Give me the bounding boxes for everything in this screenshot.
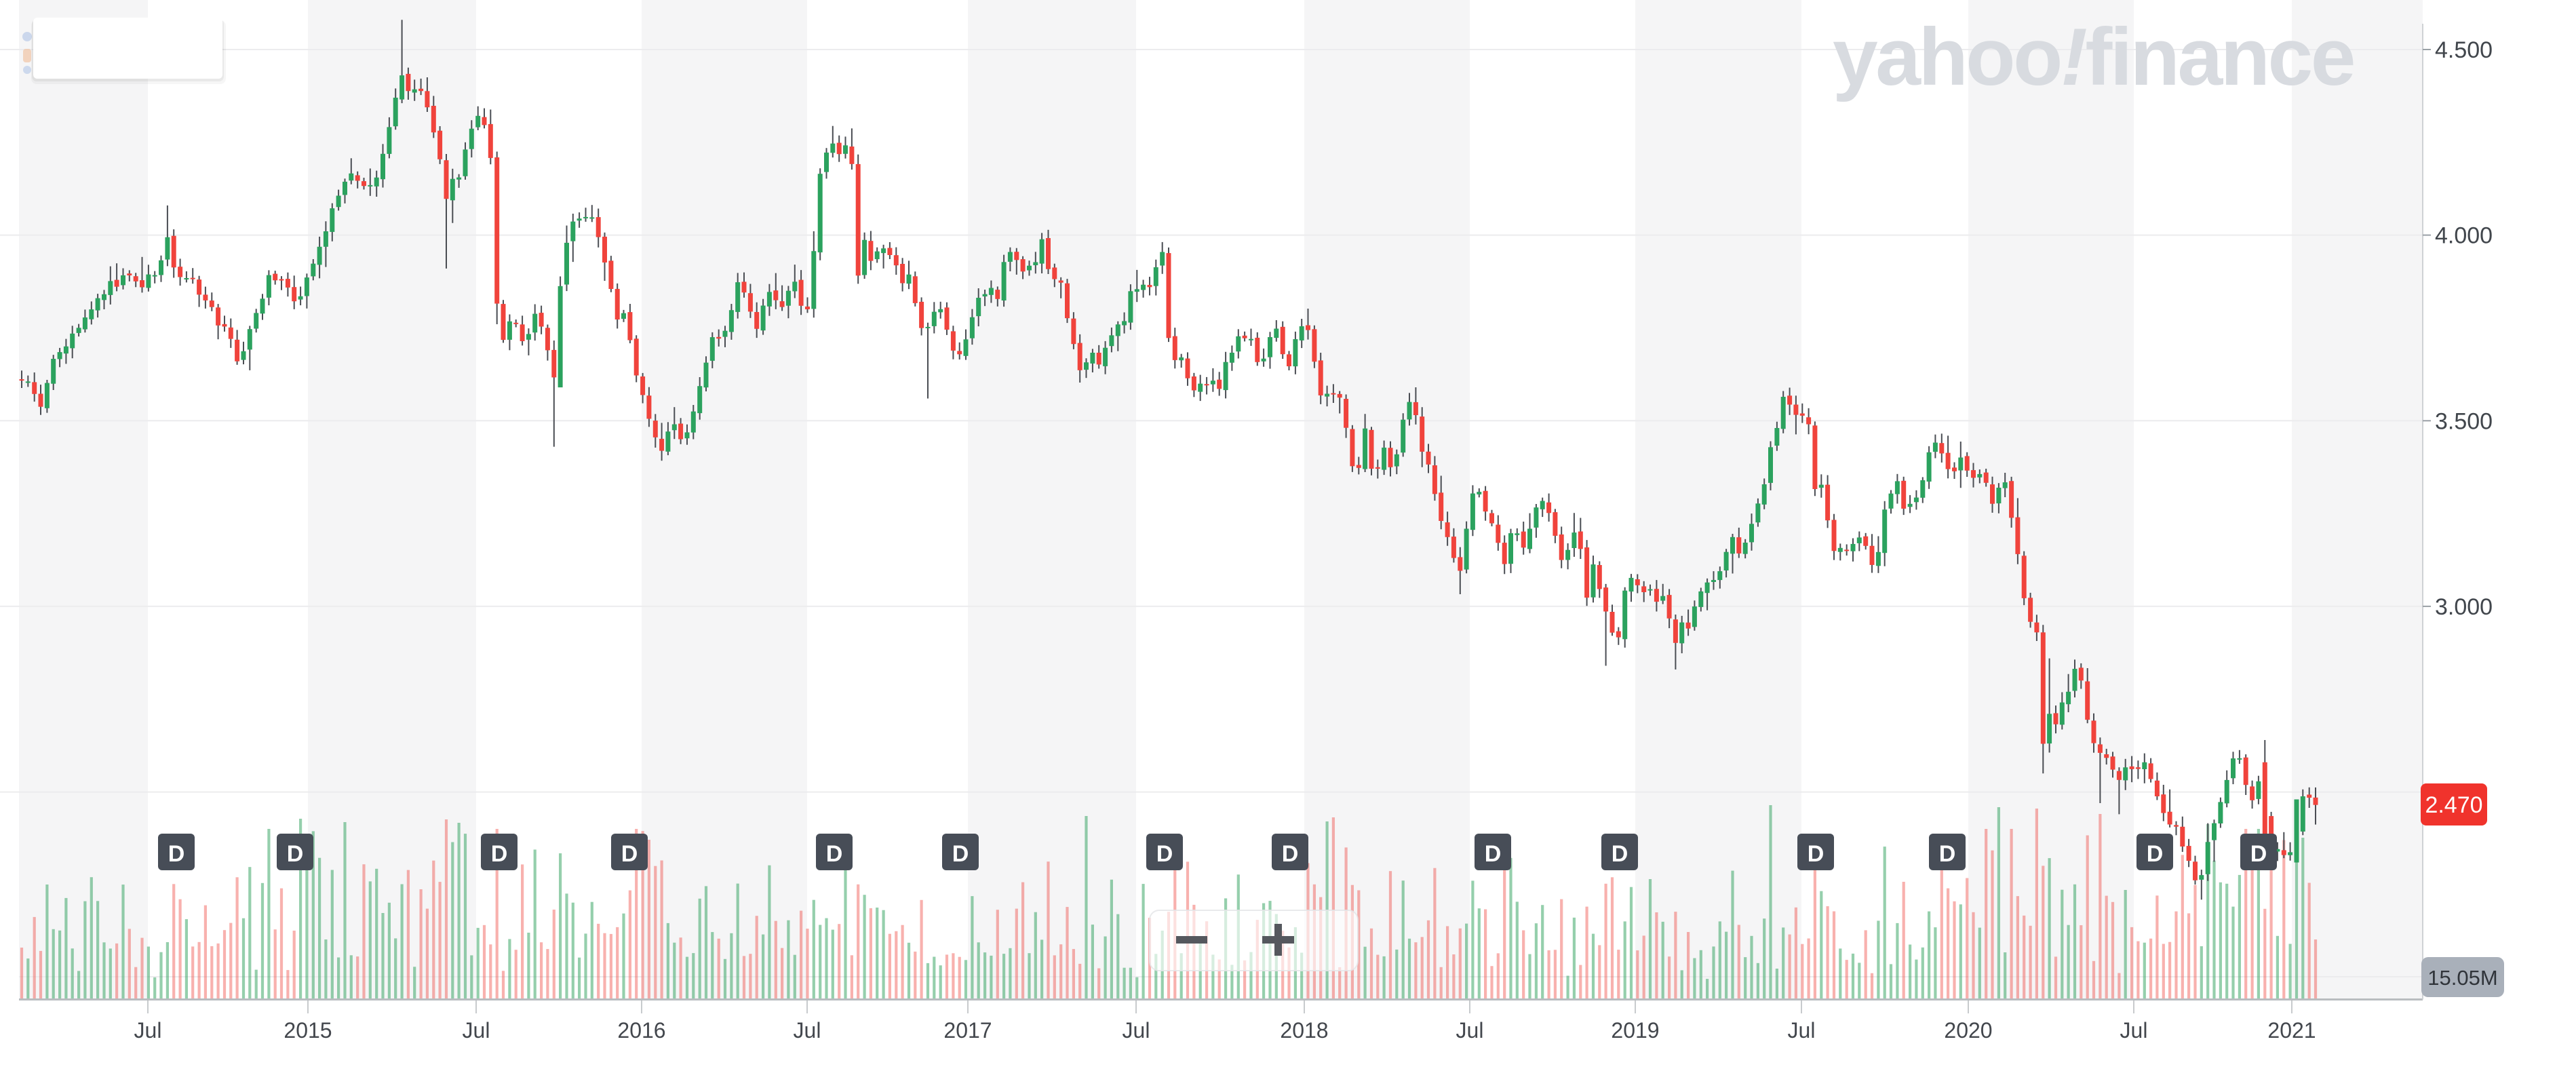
svg-text:Jul: Jul <box>794 1018 821 1043</box>
svg-text:D: D <box>621 841 638 867</box>
svg-text:Jul: Jul <box>134 1018 162 1043</box>
svg-text:D: D <box>1485 841 1502 867</box>
svg-text:D: D <box>168 841 185 867</box>
svg-text:3.000: 3.000 <box>2435 594 2493 620</box>
svg-text:2.470: 2.470 <box>2425 792 2482 818</box>
svg-text:Jul: Jul <box>2120 1018 2148 1043</box>
svg-text:D: D <box>826 841 843 867</box>
svg-text:D: D <box>1156 841 1173 867</box>
svg-text:D: D <box>952 841 969 867</box>
svg-text:D: D <box>1939 841 1956 867</box>
svg-text:Jul: Jul <box>463 1018 490 1043</box>
svg-text:Jul: Jul <box>1123 1018 1150 1043</box>
svg-text:yahoo!finance: yahoo!finance <box>1833 12 2354 102</box>
svg-text:D: D <box>1612 841 1628 867</box>
svg-text:2017: 2017 <box>943 1018 992 1043</box>
svg-text:D: D <box>287 841 304 867</box>
svg-text:2018: 2018 <box>1280 1018 1328 1043</box>
svg-text:2020: 2020 <box>1944 1018 1992 1043</box>
svg-text:2015: 2015 <box>284 1018 332 1043</box>
svg-text:2016: 2016 <box>617 1018 665 1043</box>
svg-text:2019: 2019 <box>1611 1018 1659 1043</box>
svg-text:4.500: 4.500 <box>2435 37 2493 63</box>
svg-text:Jul: Jul <box>1456 1018 1484 1043</box>
svg-text:4.000: 4.000 <box>2435 223 2493 249</box>
svg-text:D: D <box>2147 841 2164 867</box>
svg-text:D: D <box>491 841 508 867</box>
svg-text:Jul: Jul <box>1788 1018 1816 1043</box>
svg-text:D: D <box>1808 841 1824 867</box>
svg-text:3.500: 3.500 <box>2435 408 2493 434</box>
svg-text:15.05M: 15.05M <box>2427 966 2497 990</box>
svg-text:2021: 2021 <box>2267 1018 2316 1043</box>
svg-text:D: D <box>2250 841 2267 867</box>
svg-text:D: D <box>1282 841 1299 867</box>
